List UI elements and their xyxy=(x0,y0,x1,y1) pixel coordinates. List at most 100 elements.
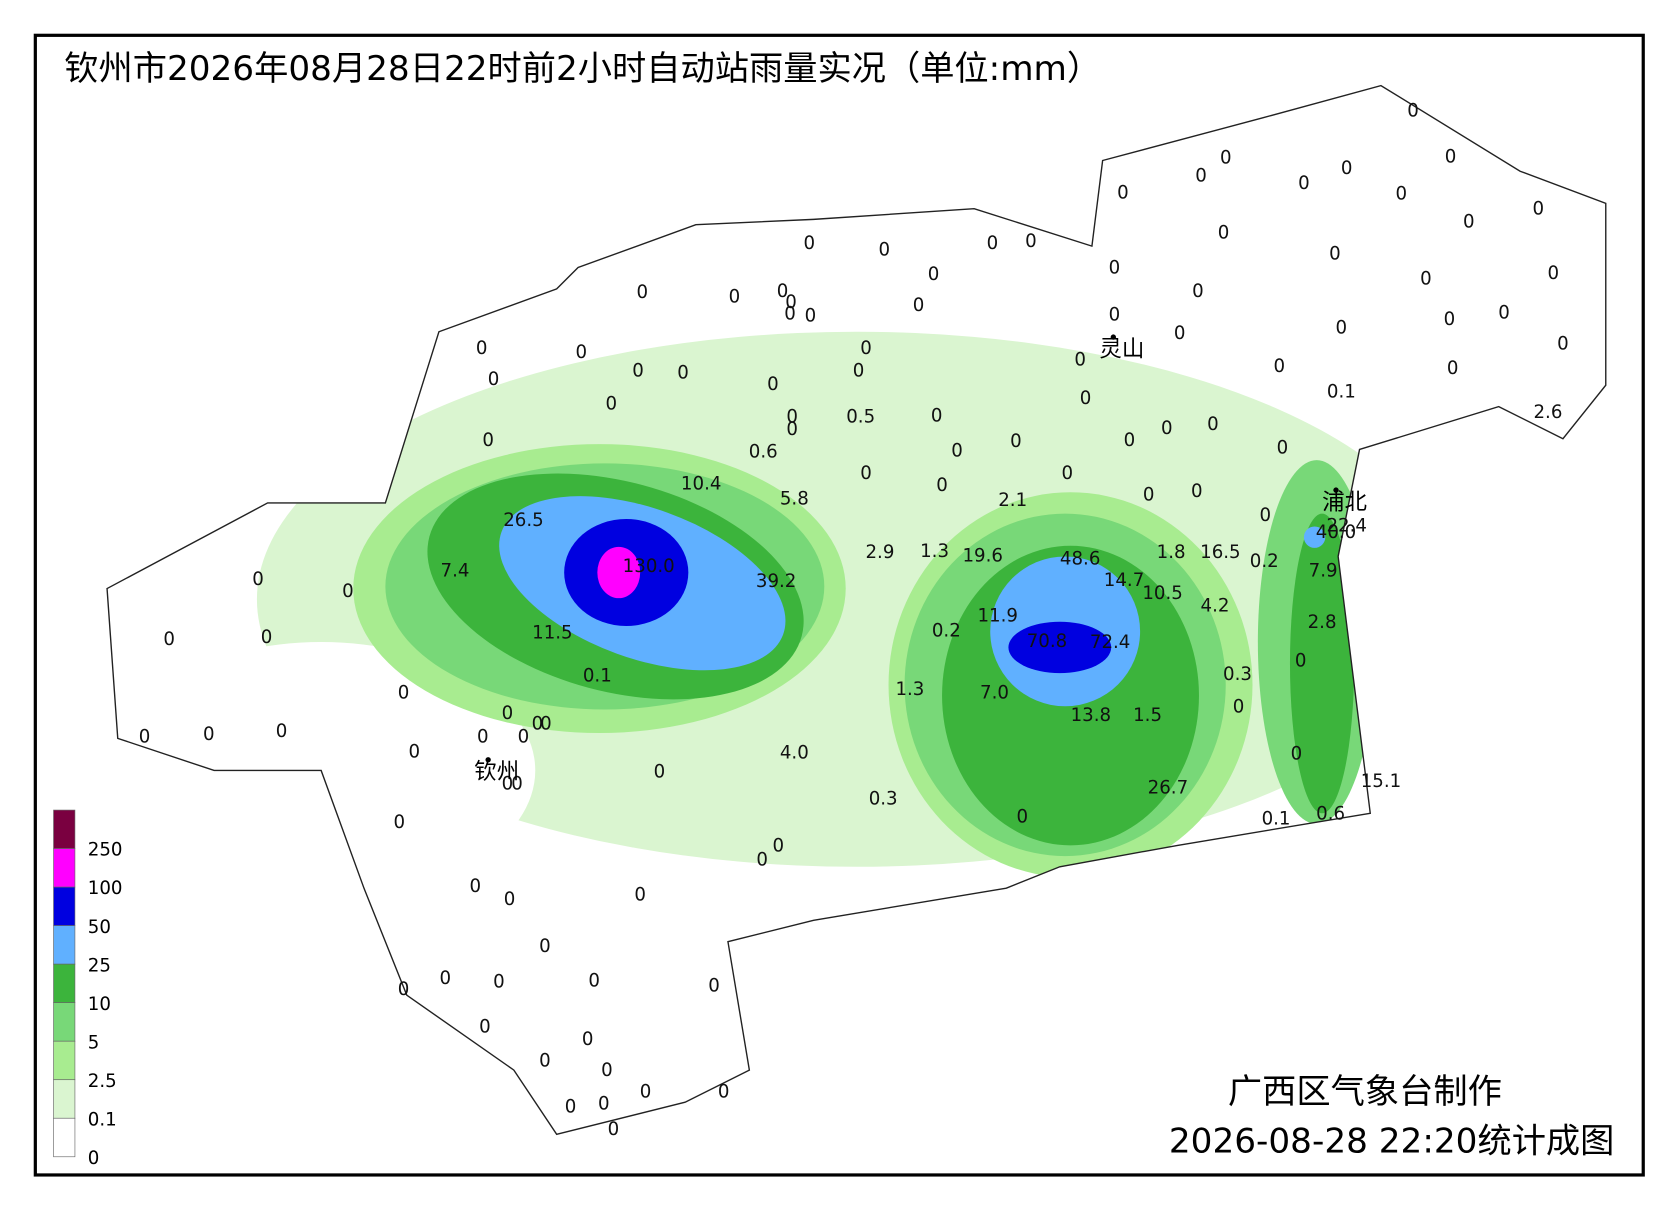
station-value: 0 xyxy=(1233,696,1245,717)
station-value: 0 xyxy=(718,1082,730,1103)
station-value: 0 xyxy=(588,970,600,991)
station-value: 0 xyxy=(252,569,264,590)
station-value: 0.1 xyxy=(1327,382,1356,403)
legend-label: 250 xyxy=(88,840,123,861)
station-value: 0 xyxy=(1336,318,1348,339)
station-value: 0 xyxy=(1017,807,1029,828)
station-value: 0 xyxy=(677,362,689,383)
station-value: 0 xyxy=(479,1016,491,1037)
station-value: 0 xyxy=(1277,437,1289,458)
station-value: 2.6 xyxy=(1533,402,1562,423)
legend-swatch xyxy=(53,925,76,965)
city-name: 浦北 xyxy=(1322,489,1367,515)
station-value: 0 xyxy=(261,627,273,648)
station-value: 7.0 xyxy=(980,682,1009,703)
station-value: 0 xyxy=(539,1051,551,1072)
station-value: 0 xyxy=(632,360,644,381)
station-value: 16.5 xyxy=(1200,542,1241,563)
station-value: 0 xyxy=(601,1060,613,1081)
city-name: 钦州 xyxy=(474,759,519,785)
legend-swatch xyxy=(53,963,76,1004)
station-value: 0.2 xyxy=(932,620,961,641)
legend-label: 2.5 xyxy=(88,1071,117,1092)
station-value: 0.3 xyxy=(869,788,898,809)
station-value: 0 xyxy=(634,885,646,906)
station-value: 7.4 xyxy=(440,560,469,581)
station-value: 0 xyxy=(1498,303,1510,324)
station-value: 0 xyxy=(1109,305,1121,326)
station-value: 0 xyxy=(654,762,666,783)
station-value: 0 xyxy=(440,968,452,989)
station-value: 1.3 xyxy=(920,541,949,562)
station-value: 0 xyxy=(1220,147,1232,168)
station-value: 70.8 xyxy=(1027,631,1068,652)
station-value: 0 xyxy=(565,1097,577,1118)
station-value: 1.8 xyxy=(1157,542,1186,563)
legend-label: 100 xyxy=(88,878,123,899)
station-value: 0 xyxy=(936,475,948,496)
legend-swatch xyxy=(53,809,76,849)
station-value: 0 xyxy=(1010,431,1022,452)
station-value: 0 xyxy=(163,629,175,650)
station-value: 0 xyxy=(493,971,505,992)
station-value: 0 xyxy=(598,1093,610,1114)
footer-maker: 广西区气象台制作 xyxy=(1228,1072,1502,1112)
legend-label: 25 xyxy=(88,955,111,976)
station-value: 0 xyxy=(1124,430,1136,451)
station-value: 0 xyxy=(398,979,410,1000)
station-value: 0 xyxy=(1025,231,1037,252)
station-value: 0 xyxy=(1117,183,1129,204)
station-value: 0 xyxy=(729,286,741,307)
station-value: 0 xyxy=(408,741,420,762)
station-value: 0 xyxy=(1273,356,1285,377)
station-value: 0 xyxy=(708,976,720,997)
station-value: 1.5 xyxy=(1133,705,1162,726)
station-value: 10.5 xyxy=(1142,583,1183,604)
station-value: 7.9 xyxy=(1309,560,1338,581)
station-value: 0 xyxy=(1207,414,1219,435)
legend-label: 0.1 xyxy=(88,1109,117,1130)
station-value: 0 xyxy=(1445,146,1457,167)
station-value: 15.1 xyxy=(1361,771,1402,792)
station-value: 26.5 xyxy=(503,510,544,531)
legend-swatch xyxy=(53,1002,76,1042)
station-value: 13.8 xyxy=(1071,705,1112,726)
station-value: 0 xyxy=(1191,481,1203,502)
station-value: 0 xyxy=(394,812,406,833)
station-value: 0 xyxy=(1533,199,1545,220)
city-name: 灵山 xyxy=(1099,336,1144,362)
station-value: 0 xyxy=(772,835,784,856)
city-dot xyxy=(1333,487,1339,493)
station-value: 39.2 xyxy=(756,571,797,592)
station-value: 2.8 xyxy=(1308,612,1337,633)
station-value: 40.0 xyxy=(1316,522,1357,543)
station-value: 0 xyxy=(1195,166,1207,187)
station-value: 11.5 xyxy=(532,622,573,643)
station-value: 0 xyxy=(1291,743,1303,764)
legend-label: 50 xyxy=(88,917,111,938)
station-value: 0 xyxy=(756,849,768,870)
station-value: 0 xyxy=(1444,309,1456,330)
legend-swatch xyxy=(53,886,76,926)
station-value: 0 xyxy=(1329,244,1341,265)
city-dot xyxy=(1110,334,1117,340)
station-value: 10.4 xyxy=(681,474,722,495)
station-value: 0 xyxy=(637,282,649,303)
station-value: 0 xyxy=(853,360,865,381)
station-value: 0 xyxy=(1557,334,1569,355)
station-value: 0 xyxy=(575,342,587,363)
station-value: 0 xyxy=(1396,184,1408,205)
station-value: 0 xyxy=(504,889,516,910)
station-value: 0 xyxy=(1062,463,1074,484)
station-value: 0 xyxy=(1341,158,1353,179)
station-value: 0 xyxy=(1109,258,1121,279)
station-value: 0 xyxy=(1295,650,1307,671)
station-value: 0 xyxy=(511,773,523,794)
station-value: 0.2 xyxy=(1250,551,1279,572)
station-value: 0 xyxy=(1174,323,1186,344)
station-value: 0 xyxy=(1080,388,1092,409)
station-value: 0 xyxy=(1218,222,1230,243)
station-value: 0 xyxy=(1298,173,1310,194)
legend-label: 5 xyxy=(88,1032,100,1053)
station-value: 0 xyxy=(1260,505,1272,526)
